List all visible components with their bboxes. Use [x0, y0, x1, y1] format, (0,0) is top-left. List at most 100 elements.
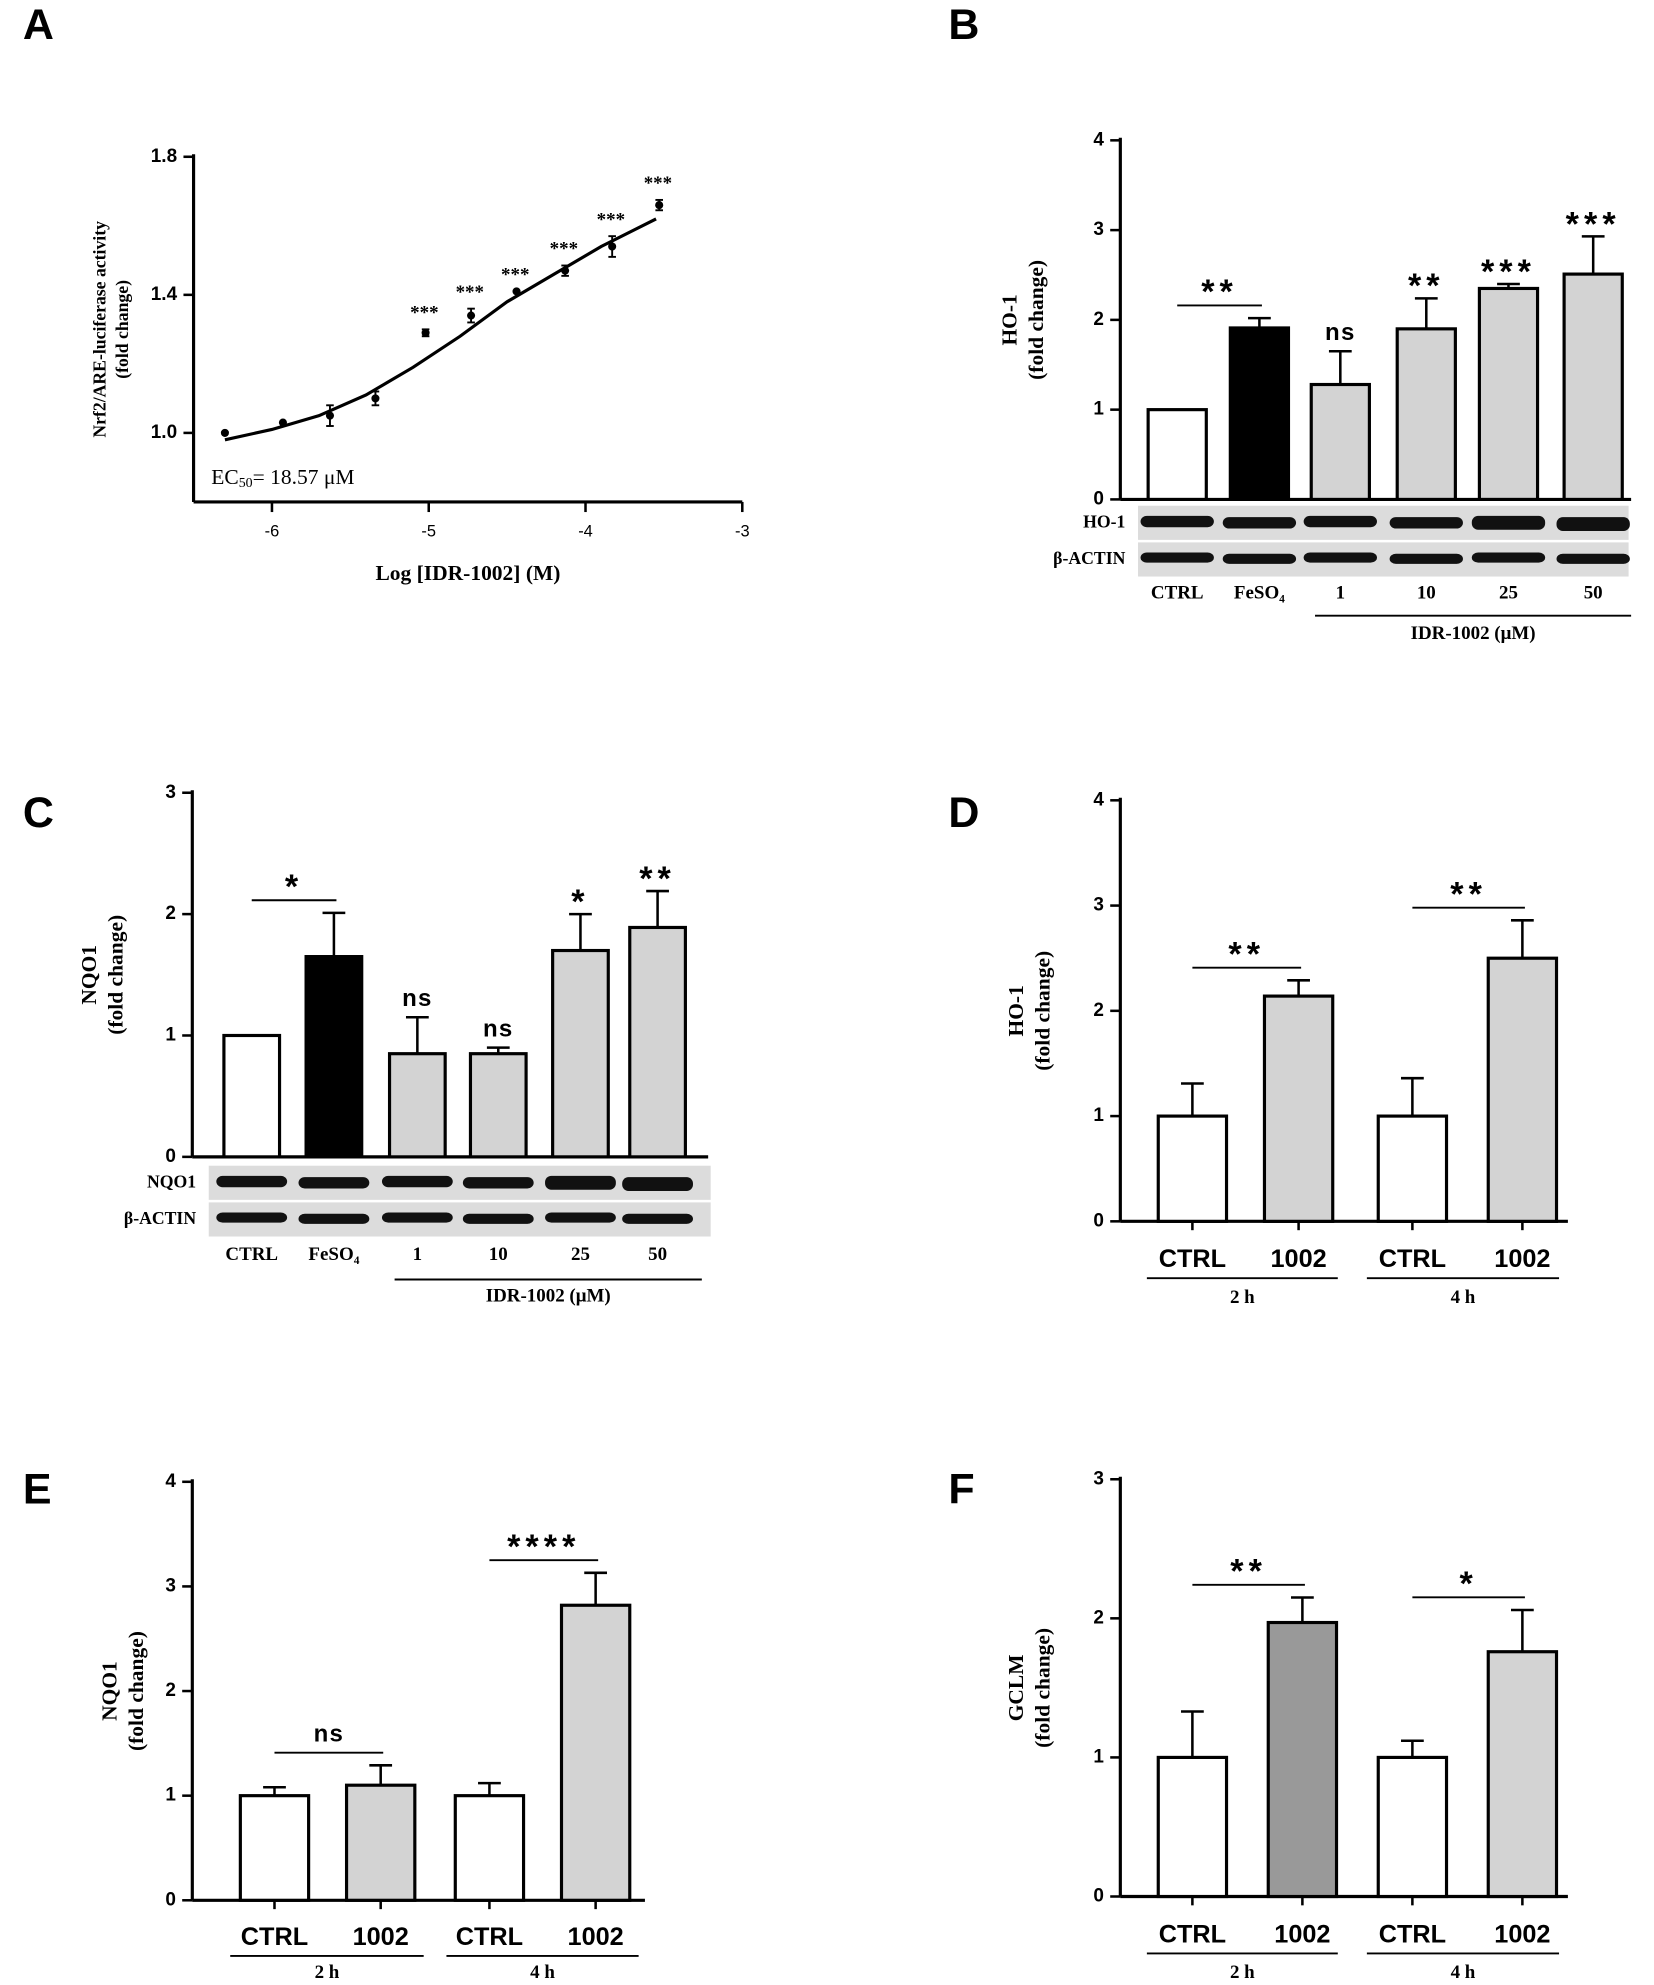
bar [551, 948, 610, 1159]
y-axis-label: (fold change) [104, 915, 128, 1035]
group-label: 4 h [530, 1962, 555, 1983]
bar [453, 1794, 526, 1902]
significance: *** [501, 265, 529, 286]
x-tick-label: FeSO₄ [1234, 583, 1285, 604]
bar [238, 1794, 311, 1902]
blot-row [1138, 542, 1629, 577]
data-point [220, 428, 229, 437]
x-tick-label: 10 [1417, 583, 1436, 604]
bar [1146, 408, 1208, 501]
x-tick-label: 50 [1584, 583, 1603, 604]
data-point [421, 328, 430, 337]
y-tick-label: 2 [1093, 1000, 1104, 1021]
blot-band [1140, 515, 1214, 528]
y-axis-label: (fold change) [124, 1631, 148, 1751]
blot-band [298, 1177, 370, 1189]
significance: ** [1201, 273, 1238, 311]
bar [1477, 286, 1540, 501]
y-tick-label: 3 [165, 782, 176, 803]
panel-letter: B [948, 1, 979, 49]
x-tick-label: FeSO₄ [308, 1244, 359, 1265]
blot-band [462, 1213, 534, 1224]
blot-band [1222, 553, 1297, 564]
y-tick-label: 4 [1093, 789, 1104, 810]
blot-band [216, 1175, 288, 1188]
y-tick-label: 1.4 [151, 284, 178, 305]
data-point [655, 201, 664, 210]
y-axis-label: (fold change) [1030, 951, 1054, 1071]
blot-band [381, 1175, 453, 1188]
bar [1562, 272, 1624, 501]
significance: *** [410, 303, 438, 324]
blot-band [462, 1177, 534, 1189]
y-tick-label: 1.0 [151, 422, 177, 443]
significance: ** [1408, 267, 1445, 305]
blot-band [298, 1213, 370, 1224]
blot-band [1222, 517, 1297, 529]
y-axis-label: HO-1 [1004, 985, 1028, 1036]
blot-band [545, 1175, 616, 1190]
blot-band [381, 1212, 453, 1223]
blot-band [1140, 552, 1214, 563]
y-tick-label: 3 [165, 1575, 176, 1596]
significance: *** [1481, 253, 1536, 291]
x-tick-label: CTRL [1151, 583, 1204, 604]
y-axis-label: (fold change) [1024, 260, 1048, 380]
panel-letter: F [948, 1465, 974, 1513]
data-point [608, 242, 617, 251]
significance: ** [1228, 935, 1265, 973]
x-tick-label: -3 [735, 523, 750, 541]
blot-label: β-ACTIN [124, 1208, 196, 1228]
significance: * [285, 868, 303, 906]
x-tick-label: 1002 [1274, 1920, 1330, 1948]
x-tick-label: -5 [421, 523, 436, 541]
ec50-label: EC50= 18.57 μM [211, 465, 354, 491]
y-axis-label: (fold change) [1030, 1628, 1054, 1748]
bar [1228, 326, 1291, 501]
x-axis-label: Log [IDR-1002] (M) [375, 561, 560, 585]
y-tick-label: 4 [1093, 129, 1104, 150]
y-tick-label: 3 [1093, 1468, 1104, 1489]
panel-letter: D [948, 789, 979, 837]
x-tick-label: CTRL [456, 1923, 523, 1951]
x-tick-label: 1 [1336, 583, 1345, 604]
y-tick-label: 2 [165, 1680, 176, 1701]
bar [1266, 1620, 1339, 1899]
x-tick-label: CTRL [1379, 1245, 1446, 1273]
x-tick-label: CTRL [1159, 1245, 1226, 1273]
blot-band [1556, 553, 1630, 564]
bar [559, 1603, 632, 1902]
bar [1376, 1755, 1449, 1899]
fit-curve [224, 217, 657, 442]
y-tick-label: 2 [1093, 1607, 1104, 1628]
blot-band [1556, 517, 1630, 532]
x-tick-label: CTRL [225, 1244, 278, 1265]
blot-band [622, 1177, 693, 1191]
bar [387, 1052, 447, 1159]
y-tick-label: 3 [1093, 895, 1104, 916]
blot-row [1138, 505, 1629, 540]
x-tick-label: 1002 [1494, 1920, 1550, 1948]
data-point [561, 266, 570, 275]
significance: **** [507, 1528, 580, 1566]
y-tick-label: 3 [1093, 219, 1104, 240]
y-tick-label: 2 [1093, 309, 1104, 330]
x-tick-label: 50 [648, 1244, 667, 1265]
blot-label: NQO1 [147, 1171, 196, 1191]
x-tick-label: 25 [1499, 583, 1518, 604]
bar [222, 1033, 282, 1159]
blot-label: β-ACTIN [1053, 548, 1125, 568]
data-point [467, 311, 476, 320]
significance: *** [597, 209, 625, 230]
x-tick-label: 1002 [353, 1923, 409, 1951]
bar [304, 955, 364, 1159]
y-tick-label: 1 [1093, 1746, 1104, 1767]
x-tick-label: CTRL [241, 1923, 308, 1951]
panel-letter: A [23, 1, 54, 49]
group-label: IDR-1002 (μM) [486, 1286, 611, 1307]
y-tick-label: 1 [165, 1785, 176, 1806]
blot-band [1389, 553, 1463, 564]
x-tick-label: 1002 [1270, 1245, 1326, 1273]
y-axis-label: HO-1 [998, 294, 1022, 345]
y-axis-label: NQO1 [77, 945, 101, 1005]
